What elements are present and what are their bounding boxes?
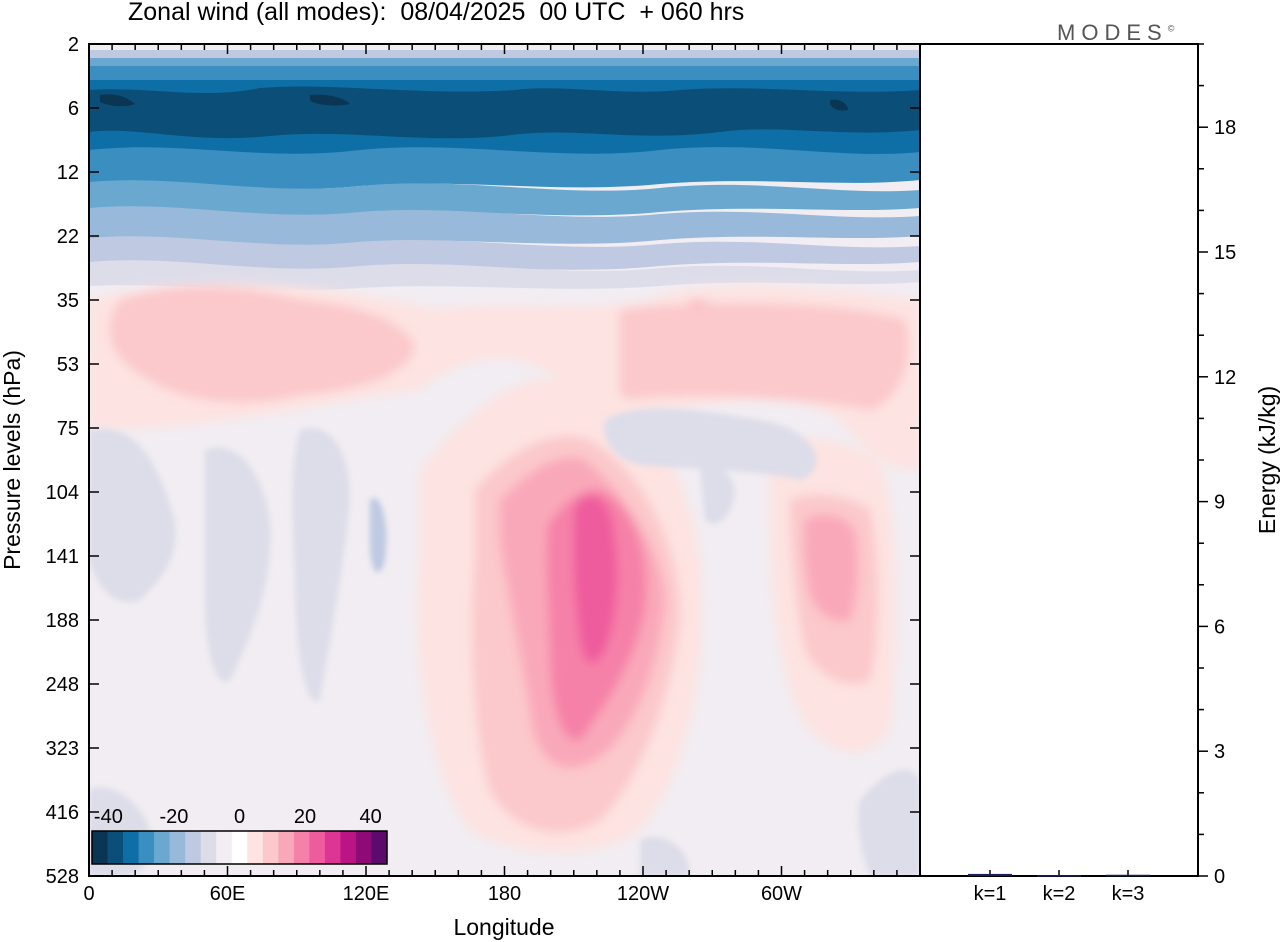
energy-tick-label: 6 [1214, 616, 1225, 638]
brand-text: MODES [1057, 20, 1168, 45]
x-tick-label: 0 [83, 883, 94, 905]
colorbar: -40 -20 0 20 40 [91, 806, 388, 865]
heatmap-field [89, 44, 920, 876]
y-tick-label: 188 [46, 610, 79, 632]
colorbar-swatch [138, 831, 155, 864]
y-tick-label: 528 [46, 866, 79, 888]
x-tick-label: 120E [343, 883, 390, 905]
colorbar-tick-label: -40 [94, 806, 123, 828]
y-tick-label: 75 [57, 418, 79, 440]
x-axis-title: Longitude [453, 914, 554, 940]
energy-category-label: k=3 [1112, 883, 1145, 905]
energy-axis-title: Energy (kJ/kg) [1254, 386, 1280, 534]
colorbar-swatch [185, 831, 202, 864]
colorbar-swatch [262, 831, 279, 864]
colorbar-swatch [92, 831, 109, 864]
y-tick-label: 104 [46, 482, 79, 504]
energy-tick-label: 18 [1214, 117, 1236, 139]
energy-tick-label: 12 [1214, 367, 1236, 389]
energy-bar [1106, 874, 1150, 877]
y-tick-label: 35 [57, 290, 79, 312]
colorbar-swatch [371, 831, 388, 864]
colorbar-swatch [324, 831, 341, 864]
colorbar-swatch [169, 831, 186, 864]
x-tick-label: 60E [210, 883, 246, 905]
brand-mark: © [1167, 23, 1175, 34]
x-axis: 0 60E 120E 180 120W 60W [83, 44, 921, 905]
energy-panel-frame [919, 43, 1199, 877]
colorbar-tick-label: -20 [159, 806, 188, 828]
colorbar-swatch [231, 831, 248, 864]
y-tick-label: 2 [68, 34, 79, 56]
colorbar-swatch [107, 831, 124, 864]
colorbar-swatch [247, 831, 264, 864]
colorbar-swatch [200, 831, 217, 864]
energy-bar [968, 873, 1012, 876]
colorbar-swatch [309, 831, 326, 864]
colorbar-swatch [355, 831, 372, 864]
energy-tick-label: 15 [1214, 242, 1236, 264]
colorbar-swatch [123, 831, 140, 864]
x-tick-label: 120W [617, 883, 669, 905]
colorbar-swatch [340, 831, 357, 864]
energy-bars: k=1 k=2 k=3 [968, 870, 1150, 905]
colorbar-swatch [216, 831, 233, 864]
y-tick-label: 323 [46, 738, 79, 760]
y-tick-label: 6 [68, 98, 79, 120]
energy-tick-label: 9 [1214, 492, 1225, 514]
energy-category-label: k=2 [1043, 883, 1076, 905]
energy-tick-label: 0 [1214, 866, 1225, 888]
energy-axis: 0 3 6 9 12 15 18 [1198, 43, 1236, 888]
y-tick-label: 53 [57, 354, 79, 376]
brand-logo: MODES© [1057, 20, 1174, 46]
colorbar-swatch [154, 831, 171, 864]
colorbar-frame [91, 830, 388, 865]
y-tick-label: 12 [57, 162, 79, 184]
colorbar-tick-label: 20 [294, 806, 316, 828]
colorbar-tick-label: 0 [234, 806, 245, 828]
y-tick-label: 248 [46, 674, 79, 696]
energy-bar [1037, 875, 1081, 877]
y-axis-title: Pressure levels (hPa) [0, 350, 25, 570]
y-tick-label: 416 [46, 802, 79, 824]
chart-title: Zonal wind (all modes): 08/04/2025 00 UT… [128, 0, 745, 26]
x-tick-label: 60W [761, 883, 802, 905]
energy-category-label: k=1 [974, 883, 1007, 905]
colorbar-swatch [293, 831, 310, 864]
y-tick-label: 22 [57, 226, 79, 248]
colorbar-swatch [278, 831, 295, 864]
y-axis: 2 6 12 22 35 53 75 104 141 188 248 323 416 528 [46, 34, 920, 888]
colorbar-tick-label: 40 [359, 806, 381, 828]
y-tick-label: 141 [46, 546, 79, 568]
energy-tick-label: 3 [1214, 741, 1225, 763]
x-tick-label: 180 [488, 883, 521, 905]
